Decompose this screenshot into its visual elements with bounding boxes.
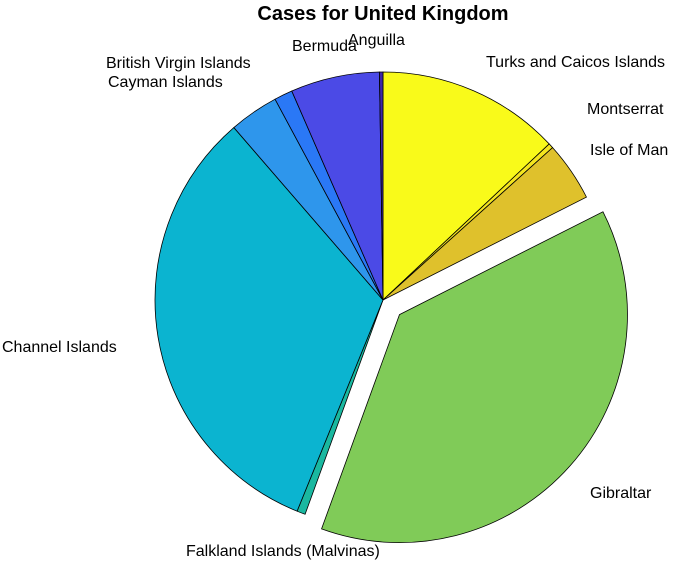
slice-label-anguilla: Anguilla <box>348 32 405 49</box>
chart-title: Cases for United Kingdom <box>257 3 508 25</box>
slice-label-british-virgin-islands: British Virgin Islands <box>106 55 251 72</box>
slice-label-falkland-islands-malvinas: Falkland Islands (Malvinas) <box>186 543 380 560</box>
slice-label-isle-of-man: Isle of Man <box>590 142 668 159</box>
pie-slice-gibraltar <box>321 211 628 543</box>
pie-slice-channel-islands <box>154 126 384 512</box>
slice-label-bermuda: Bermuda <box>292 38 357 55</box>
pie-slices <box>154 71 628 543</box>
pie-slice-turks-and-caicos-islands <box>382 71 550 301</box>
slice-label-montserrat: Montserrat <box>587 101 664 118</box>
slice-label-turks-and-caicos-islands: Turks and Caicos Islands <box>486 54 665 71</box>
pie-slice-anguilla <box>379 71 384 301</box>
slice-label-channel-islands: Channel Islands <box>2 339 117 356</box>
slice-label-gibraltar: Gibraltar <box>590 485 652 502</box>
pie-slice-isle-of-man <box>382 147 588 301</box>
pie-labels: Turks and Caicos Islands Montserrat Isle o… <box>2 32 668 560</box>
slice-label-cayman-islands: Cayman Islands <box>108 74 223 91</box>
